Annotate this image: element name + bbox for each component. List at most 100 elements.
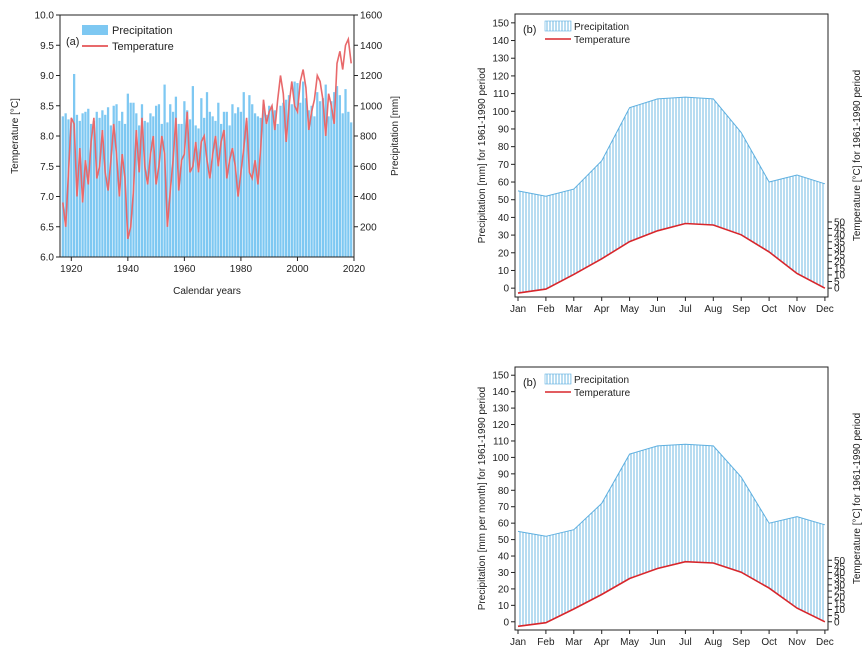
panel-label: (b) (523, 377, 536, 389)
y-right-axis-label: Precipitation [mm] (390, 96, 401, 176)
precip-bar (106, 107, 110, 257)
precip-bar (186, 110, 189, 257)
y-left-tick-label: 90 (498, 469, 510, 480)
legend-temp-label: Temperature (112, 41, 174, 53)
precip-bar (248, 95, 251, 257)
y-left-tick-label: 150 (492, 371, 509, 382)
precip-bar (200, 98, 203, 257)
y-left-tick-label: 30 (498, 568, 510, 579)
y-right-tick-label: 35 (834, 574, 846, 585)
y-left-tick-label: 30 (498, 231, 510, 242)
legend-temp-label: Temperature (574, 35, 631, 46)
precip-bar (341, 113, 344, 257)
x-tick-label: Oct (761, 637, 777, 648)
x-tick-label: Jul (679, 637, 692, 648)
precip-bar (166, 122, 169, 257)
y-left-axis-label: Precipitation [mm] for 1961-1990 period (477, 68, 488, 244)
precip-bar (228, 125, 231, 257)
x-tick-label: Aug (704, 304, 722, 315)
precip-bar (109, 125, 113, 257)
x-tick-label: Jan (510, 304, 526, 315)
precip-bar (296, 83, 299, 257)
x-tick-label: 1980 (230, 264, 253, 275)
precip-bar (129, 102, 132, 257)
legend-precip-swatch (82, 25, 108, 35)
precip-bar (239, 111, 243, 257)
precip-bar (92, 120, 96, 257)
y-right-tick-label: 30 (834, 244, 846, 255)
x-tick-label: Apr (594, 637, 610, 648)
precip-bar (299, 102, 302, 257)
precip-bar (135, 113, 138, 257)
x-tick-label: Feb (537, 304, 555, 315)
precip-bar (316, 92, 319, 257)
precip-bar (126, 93, 129, 258)
precip-bar (191, 86, 194, 258)
precip-bar (217, 102, 220, 257)
y-right-tick-label: 1400 (360, 41, 383, 52)
legend-precip-swatch (544, 373, 572, 385)
y-left-tick-label: 9.5 (40, 41, 54, 52)
y-left-tick-label: 60 (498, 178, 510, 189)
precip-bar (318, 101, 322, 258)
precip-bar (220, 123, 223, 258)
precip-bar (231, 104, 234, 257)
precip-bar (265, 114, 268, 257)
x-tick-label: Apr (594, 304, 610, 315)
temperature-line (517, 560, 826, 628)
y-left-tick-label: 8.5 (40, 101, 54, 112)
precip-hatch-area (518, 444, 825, 627)
y-left-tick-label: 70 (498, 160, 510, 171)
precip-bar (279, 105, 282, 257)
y-right-tick-label: 35 (834, 237, 846, 248)
y-right-tick-label: 50 (834, 556, 846, 567)
y-left-tick-label: 80 (498, 486, 510, 497)
x-tick-label: Jun (649, 637, 665, 648)
x-tick-label: Oct (761, 304, 777, 315)
precip-bar (138, 125, 141, 257)
x-tick-label: Mar (565, 637, 583, 648)
precip-bar (259, 117, 262, 257)
y-left-tick-label: 110 (493, 89, 509, 100)
y-left-tick-label: 50 (498, 535, 510, 546)
precip-bar (169, 104, 172, 257)
plot-frame (514, 366, 829, 631)
y-right-tick-label: 0 (834, 617, 840, 628)
panel-label: (b) (523, 24, 536, 36)
y-right-tick-label: 600 (360, 162, 377, 173)
precip-bar (183, 101, 186, 258)
precip-bar (307, 110, 310, 257)
precip-bar (78, 120, 81, 257)
y-left-tick-label: 80 (498, 142, 510, 153)
precip-hatch-area (518, 97, 825, 294)
precip-bar (160, 123, 163, 258)
y-left-tick-label: 40 (498, 213, 510, 224)
y-right-tick-label: 5 (834, 277, 840, 288)
panel-label: (a) (66, 36, 79, 48)
precip-bar (347, 111, 350, 257)
precip-bar (112, 105, 115, 257)
y-right-tick-label: 0 (834, 284, 840, 295)
precip-bar (270, 108, 274, 258)
y-right-tick-label: 40 (834, 231, 846, 242)
precip-bar (256, 116, 260, 258)
y-right-tick-label: 200 (360, 222, 377, 233)
temperature-line (517, 222, 826, 294)
precip-bar (61, 116, 64, 258)
precip-bar (194, 125, 197, 257)
y-left-tick-label: 70 (498, 502, 510, 513)
precip-bar (143, 120, 146, 257)
y-right-tick-label: 5 (834, 611, 840, 622)
precip-bar (282, 102, 285, 257)
precip-bar (171, 111, 175, 257)
precip-bar (174, 96, 178, 257)
y-left-tick-label: 8.0 (40, 132, 54, 143)
legend-precip-label: Precipitation (574, 375, 629, 386)
precip-bar (321, 98, 325, 257)
x-tick-label: Feb (537, 637, 555, 648)
y-left-tick-label: 110 (493, 436, 509, 447)
y-left-tick-label: 50 (498, 195, 510, 206)
y-left-tick-label: 20 (498, 248, 510, 259)
y-left-tick-label: 10 (498, 266, 510, 277)
precip-bar (104, 114, 107, 257)
